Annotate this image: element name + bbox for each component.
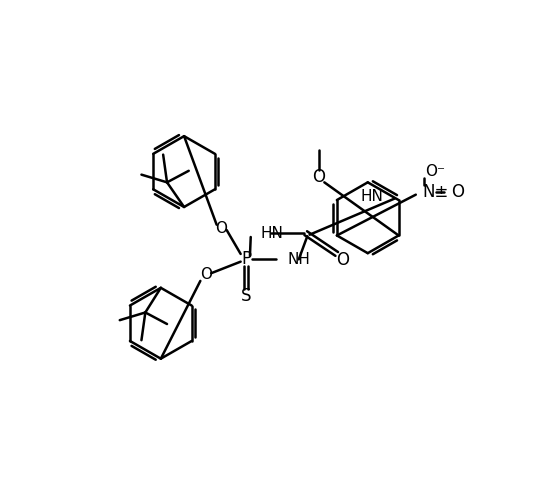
Text: NH: NH [288, 252, 311, 267]
Text: P: P [241, 251, 251, 268]
Text: O⁻: O⁻ [425, 164, 445, 179]
Text: O: O [200, 267, 212, 282]
Text: O: O [215, 221, 228, 236]
Text: O: O [312, 168, 325, 186]
Text: O: O [451, 183, 463, 201]
Text: S: S [241, 288, 251, 305]
Text: HN: HN [261, 226, 284, 240]
Text: HN: HN [360, 189, 383, 204]
Text: O: O [336, 251, 350, 269]
Text: N±: N± [422, 183, 448, 201]
